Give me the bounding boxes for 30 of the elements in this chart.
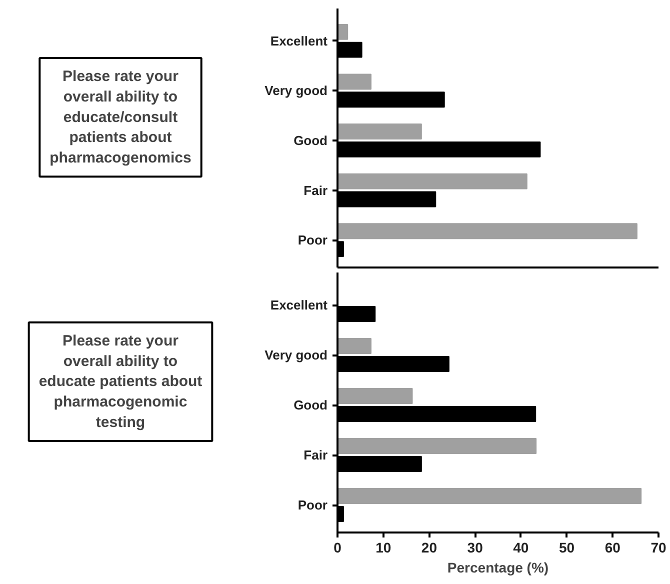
bar bbox=[338, 388, 413, 404]
x-tick-label: 70 bbox=[650, 540, 666, 556]
y-tick-label: Fair bbox=[304, 182, 328, 198]
x-tick-label: 60 bbox=[604, 540, 621, 556]
y-tick-label: Excellent bbox=[270, 298, 328, 312]
y-tick-label: Fair bbox=[304, 448, 328, 462]
y-tick-label: Good bbox=[294, 398, 328, 412]
bar bbox=[338, 488, 642, 504]
text: Please rate your overall ability to educate patients about pharmacogenomic testing bbox=[38, 332, 202, 431]
x-tick-label: 40 bbox=[513, 540, 529, 556]
bar bbox=[338, 338, 372, 354]
y-tick-label: Poor bbox=[298, 232, 328, 248]
bar bbox=[338, 223, 638, 240]
x-tick-label: 20 bbox=[421, 540, 438, 556]
x-tick-label: 10 bbox=[376, 540, 392, 556]
x-tick-label: 0 bbox=[334, 540, 342, 556]
text: Please rate your overall ability to educate/consult patients about pharmacogenomics bbox=[50, 68, 192, 167]
y-tick-label: Excellent bbox=[270, 33, 328, 48]
bar bbox=[338, 173, 528, 190]
x-tick-label: 30 bbox=[467, 540, 484, 556]
bar bbox=[338, 438, 537, 454]
x-tick-label: 50 bbox=[559, 540, 575, 556]
y-tick-label: Good bbox=[294, 132, 328, 148]
y-tick-label: Very good bbox=[264, 348, 328, 362]
y-tick-label: Poor bbox=[298, 498, 328, 512]
bar bbox=[338, 74, 372, 90]
y-tick-label: Very good bbox=[264, 83, 328, 98]
x-axis-title: Percentage (%) bbox=[447, 560, 549, 576]
bar bbox=[338, 24, 348, 40]
bar bbox=[338, 124, 422, 140]
